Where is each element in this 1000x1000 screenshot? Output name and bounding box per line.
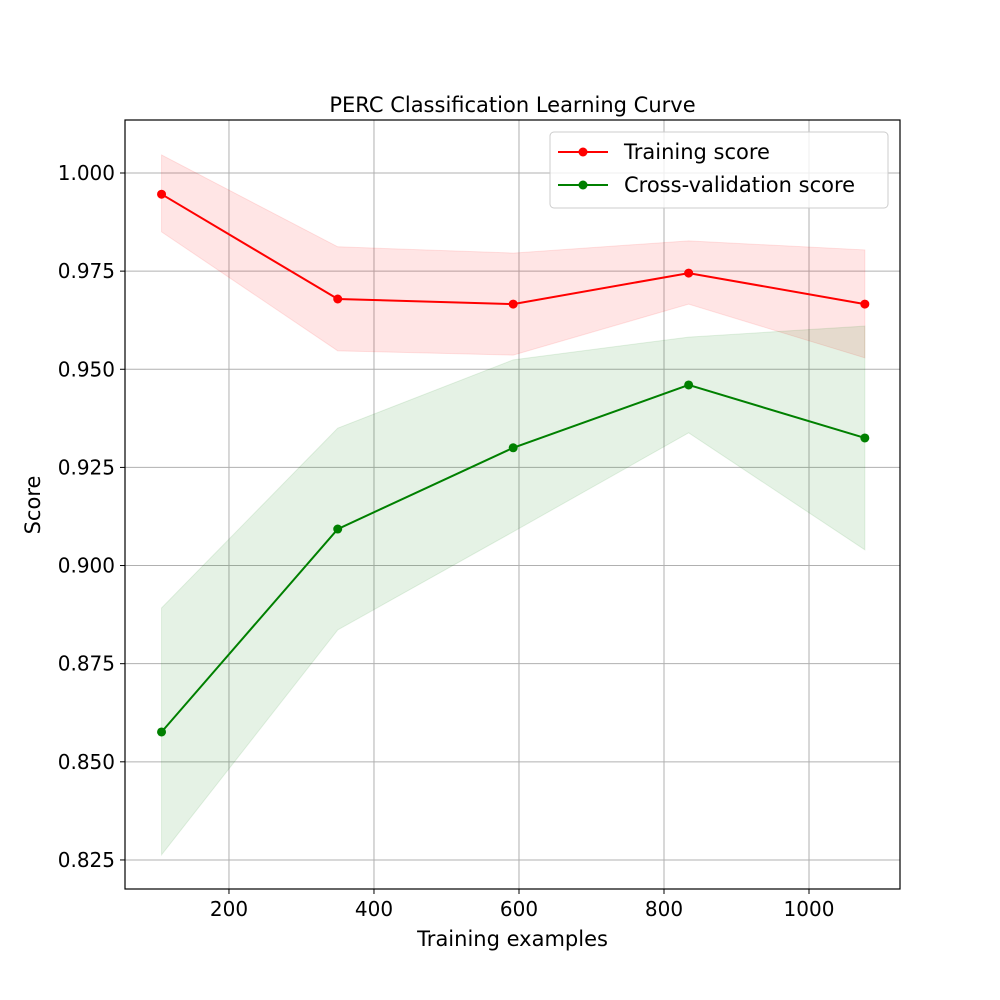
x-tick-label: 1000	[784, 897, 835, 921]
legend-marker-1	[578, 180, 588, 190]
y-tick-label: 1.000	[58, 161, 115, 185]
x-tick-label: 600	[500, 897, 538, 921]
data-point	[508, 443, 518, 453]
legend-label-0: Training score	[623, 140, 770, 164]
y-axis-label: Score	[21, 476, 45, 535]
y-tick-label: 0.850	[58, 750, 115, 774]
data-point	[157, 189, 167, 199]
legend-label-1: Cross-validation score	[624, 173, 855, 197]
data-point	[333, 524, 343, 534]
std-band-0	[161, 154, 866, 359]
data-point	[860, 433, 870, 443]
data-point	[157, 727, 167, 737]
data-point	[684, 268, 694, 278]
chart-title: PERC Classification Learning Curve	[329, 93, 695, 117]
std-band-1	[161, 325, 866, 857]
data-point	[860, 299, 870, 309]
legend: Training score Cross-validation score	[549, 131, 889, 209]
legend-box	[549, 131, 889, 209]
data-point	[684, 380, 694, 390]
x-tick-label: 400	[355, 897, 393, 921]
x-axis-label: Training examples	[416, 927, 608, 951]
y-tick-label: 0.825	[58, 848, 115, 872]
y-tick-label: 0.950	[58, 357, 115, 381]
y-tick-label: 0.975	[58, 259, 115, 283]
plot-frame	[124, 119, 901, 890]
x-tick-label: 200	[210, 897, 248, 921]
y-tick-label: 0.900	[58, 554, 115, 578]
x-tick-label: 800	[645, 897, 683, 921]
y-tick-label: 0.875	[58, 652, 115, 676]
data-point	[508, 299, 518, 309]
legend-marker-0	[578, 147, 588, 157]
data-point	[333, 294, 343, 304]
y-tick-label: 0.925	[58, 455, 115, 479]
